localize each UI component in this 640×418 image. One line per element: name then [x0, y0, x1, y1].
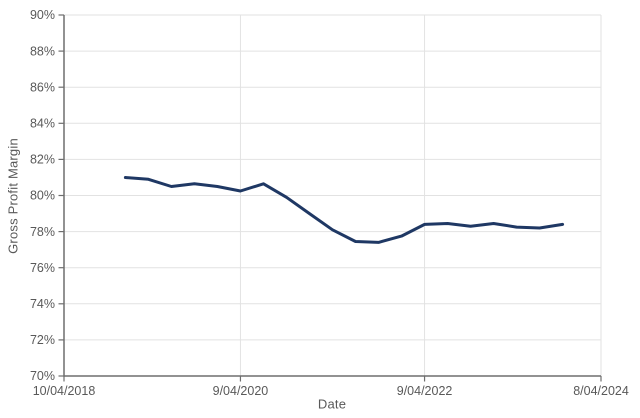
y-tick-label: 88%: [30, 44, 55, 58]
y-tick-label: 76%: [30, 261, 55, 275]
y-tick-label: 90%: [30, 8, 55, 22]
y-axis-title: Gross Profit Margin: [5, 138, 21, 254]
x-tick-label: 9/04/2020: [213, 384, 269, 398]
x-tick-label: 9/04/2022: [397, 384, 453, 398]
x-tick-label: 10/04/2018: [33, 384, 96, 398]
y-tick-label: 86%: [30, 80, 55, 94]
x-axis-title: Date: [317, 396, 347, 412]
y-tick-label: 80%: [30, 189, 55, 203]
y-tick-label: 78%: [30, 225, 55, 239]
x-tick-label: 8/04/2024: [573, 384, 629, 398]
y-tick-label: 82%: [30, 153, 55, 167]
y-tick-label: 84%: [30, 117, 55, 131]
y-tick-label: 70%: [30, 369, 55, 383]
y-tick-label: 72%: [30, 333, 55, 347]
gross-profit-margin-line: [123, 176, 565, 244]
y-tick-label: 74%: [30, 297, 55, 311]
